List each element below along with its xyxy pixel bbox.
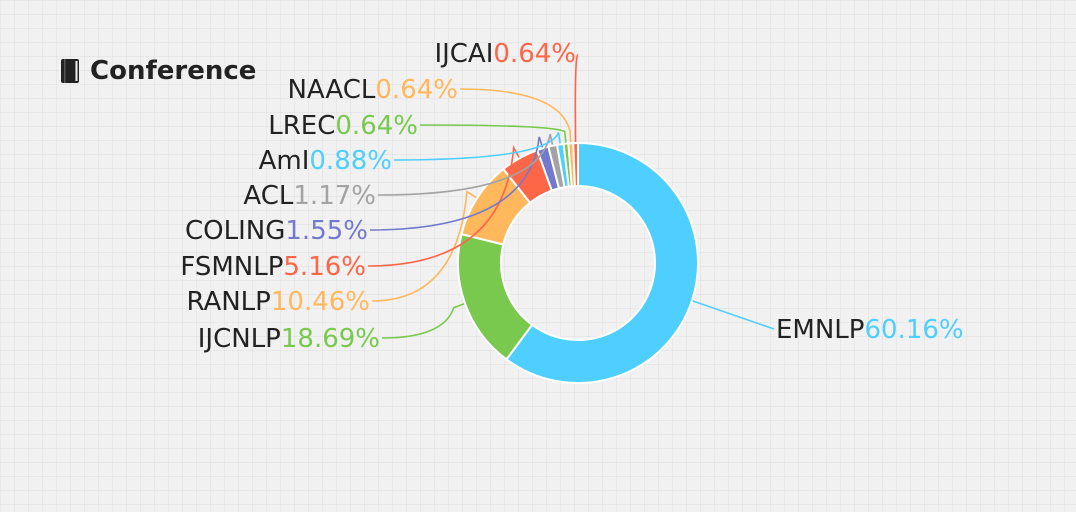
leader-line-ijcai <box>574 54 579 143</box>
slice-label-coling: COLING1.55% <box>185 216 368 246</box>
slice-label-percent: 1.55% <box>285 216 368 246</box>
slice-label-name: EMNLP <box>776 315 864 345</box>
slice-label-name: ACL <box>243 181 293 211</box>
slice-label-name: FSMNLP <box>180 252 283 282</box>
slice-emnlp[interactable] <box>505 141 699 384</box>
slice-label-percent: 0.64% <box>493 39 576 69</box>
slice-label-percent: 0.64% <box>375 75 458 105</box>
slice-label-percent: 10.46% <box>271 287 370 317</box>
slice-label-emnlp: EMNLP60.16% <box>776 315 964 345</box>
slice-labels: EMNLP60.16% IJCNLP18.69% RANLP10.46% FSMNLP… <box>180 39 963 354</box>
slice-ijcai[interactable] <box>572 141 579 188</box>
book-icon <box>61 59 79 83</box>
leader-line-ami <box>393 132 561 161</box>
slice-label-percent: 1.17% <box>293 181 376 211</box>
chart-title: Conference <box>90 56 257 86</box>
slice-label-ijcai: IJCAI0.64% <box>434 39 576 69</box>
slice-label-percent: 0.64% <box>335 111 418 141</box>
slice-label-percent: 0.88% <box>309 146 392 176</box>
leader-line-emnlp <box>692 300 775 330</box>
leader-line-coling <box>369 136 544 231</box>
donut-slices <box>457 141 699 384</box>
slice-label-name: IJCAI <box>434 39 493 69</box>
leader-lines <box>367 54 775 339</box>
slice-label-name: COLING <box>185 216 285 246</box>
slice-label-ranlp: RANLP10.46% <box>186 287 370 317</box>
slice-label-fsmnlp: FSMNLP5.16% <box>180 252 366 282</box>
leader-line-fsmnlp <box>367 145 520 267</box>
slice-label-name: IJCNLP <box>198 324 281 354</box>
leader-line-ijcnlp <box>381 303 465 339</box>
chart-heading: Conference <box>60 56 256 86</box>
slice-label-percent: 18.69% <box>281 324 380 354</box>
slice-label-name: AmI <box>259 146 310 176</box>
slice-label-lrec: LREC0.64% <box>268 111 418 141</box>
slice-label-name: NAACL <box>287 75 375 105</box>
leader-line-ranlp <box>371 190 477 302</box>
leader-line-acl <box>377 133 554 196</box>
slice-label-ami: AmI0.88% <box>259 146 392 176</box>
slice-label-naacl: NAACL0.64% <box>287 75 458 105</box>
slice-label-name: RANLP <box>186 287 270 317</box>
slice-ijcnlp[interactable] <box>457 232 534 361</box>
slice-label-percent: 60.16% <box>864 315 963 345</box>
slice-label-percent: 5.16% <box>283 252 366 282</box>
leader-line-lrec <box>419 124 567 143</box>
leader-line-naacl <box>459 88 572 143</box>
slice-label-acl: ACL1.17% <box>243 181 376 211</box>
slice-label-name: LREC <box>268 111 335 141</box>
slice-label-ijcnlp: IJCNLP18.69% <box>198 324 380 354</box>
